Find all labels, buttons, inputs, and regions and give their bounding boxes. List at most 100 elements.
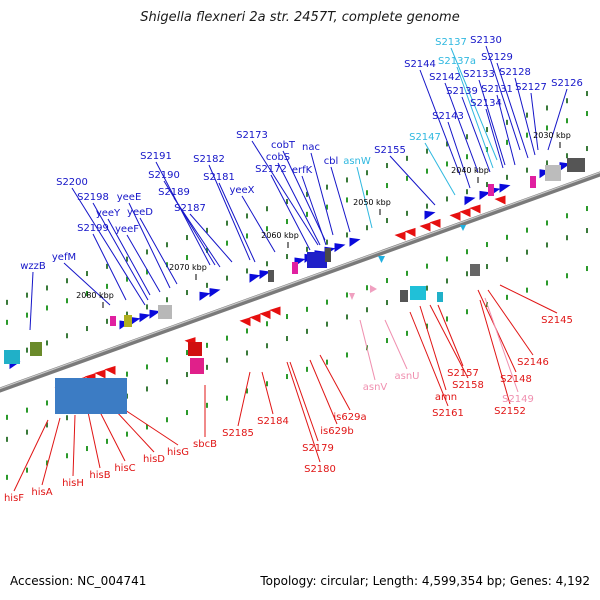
track-tick <box>366 307 368 313</box>
track-tick <box>306 191 308 197</box>
accession-text: Accession: NC_004741 <box>10 574 147 588</box>
track-tick <box>306 246 308 252</box>
track-tick <box>346 232 348 238</box>
gene-label-S2134: S2134 <box>470 98 502 109</box>
label-leader <box>286 361 321 463</box>
label-leader <box>282 150 326 241</box>
label-leader <box>13 419 49 492</box>
gene-label-is629b: is629b <box>320 426 353 437</box>
track-tick <box>546 242 548 248</box>
gene-block <box>488 184 494 196</box>
track-tick <box>386 163 388 169</box>
track-tick <box>506 174 508 180</box>
track-tick <box>526 167 528 173</box>
gene-block <box>30 342 42 356</box>
gene-arrow <box>249 313 261 323</box>
gene-block <box>567 158 585 172</box>
label-leader <box>189 213 233 263</box>
track-tick <box>46 460 48 466</box>
gene-label-S2126: S2126 <box>551 78 583 89</box>
track-tick <box>586 111 588 117</box>
track-tick <box>566 98 568 104</box>
track-tick <box>426 168 428 174</box>
track-tick <box>186 350 188 356</box>
track-tick <box>66 298 68 304</box>
track-tick <box>206 364 208 370</box>
track-tick <box>86 326 88 332</box>
track-tick <box>366 225 368 231</box>
track-tick <box>86 446 88 452</box>
track-tick <box>246 233 248 239</box>
track-tick <box>506 234 508 240</box>
gene-arrow <box>249 273 261 283</box>
track-tick <box>486 264 488 270</box>
label-leader <box>514 77 536 156</box>
gene-block <box>410 286 426 300</box>
label-leader <box>309 359 338 425</box>
track-tick <box>126 431 128 437</box>
label-leader <box>29 271 34 331</box>
track-tick <box>426 285 428 291</box>
gene-block <box>124 315 132 327</box>
gene-label-S2185: S2185 <box>222 428 254 439</box>
track-tick <box>186 235 188 241</box>
gene-features <box>4 158 585 414</box>
gene-arrow <box>334 243 346 253</box>
gene-label-S2131: S2131 <box>481 84 513 95</box>
track-tick <box>166 379 168 385</box>
label-leader <box>261 371 274 415</box>
gene-label-S2128: S2128 <box>499 67 531 78</box>
label-leaders <box>13 45 568 492</box>
label-leader <box>499 284 558 314</box>
track-tick <box>206 247 208 253</box>
track-tick <box>326 239 328 245</box>
backbone-line <box>0 171 600 393</box>
track-tick <box>426 263 428 269</box>
gene-label-hisA: hisA <box>31 487 52 498</box>
track-tick <box>566 118 568 124</box>
gene-label-wzzB: wzzB <box>20 261 46 272</box>
track-tick <box>466 154 468 160</box>
label-leader <box>208 164 251 261</box>
track-tick <box>506 119 508 125</box>
label-leader <box>237 371 251 427</box>
track-tick <box>46 340 48 346</box>
gene-block <box>190 358 204 374</box>
gene-arrow <box>419 222 431 232</box>
track-tick <box>226 395 228 401</box>
track-tick <box>506 256 508 262</box>
genome-summary-text: Topology: circular; Length: 4,599,354 bp… <box>260 574 590 588</box>
track-tick <box>586 228 588 234</box>
track-tick <box>326 204 328 210</box>
track-tick <box>526 227 528 233</box>
track-tick <box>226 335 228 341</box>
track-tick <box>166 262 168 268</box>
track-tick <box>26 429 28 435</box>
gene-label-hisF: hisF <box>4 493 24 504</box>
label-leader <box>456 66 494 169</box>
track-tick <box>546 105 548 111</box>
track-tick <box>446 278 448 284</box>
track-tick <box>26 467 28 473</box>
track-tick <box>466 271 468 277</box>
gene-label-S2158: S2158 <box>452 380 484 391</box>
gene-label-yeeX: yeeX <box>229 185 254 196</box>
track-tick <box>46 400 48 406</box>
gene-arrow <box>494 195 506 205</box>
track-tick <box>286 314 288 320</box>
track-tick <box>566 235 568 241</box>
label-leader <box>496 94 516 166</box>
track-tick <box>26 292 28 298</box>
track-tick <box>426 203 428 209</box>
label-leader <box>409 311 449 407</box>
track-tick <box>26 312 28 318</box>
track-tick <box>126 256 128 262</box>
label-leader <box>479 299 511 405</box>
gene-label-S2127: S2127 <box>515 82 547 93</box>
gene-labels: S2130S2137S2129S2137aS2144S2128S2133S214… <box>4 35 583 504</box>
track-tick <box>386 300 388 306</box>
rna-mark <box>370 285 377 293</box>
track-guides <box>6 91 588 480</box>
gene-arrow <box>429 218 441 228</box>
